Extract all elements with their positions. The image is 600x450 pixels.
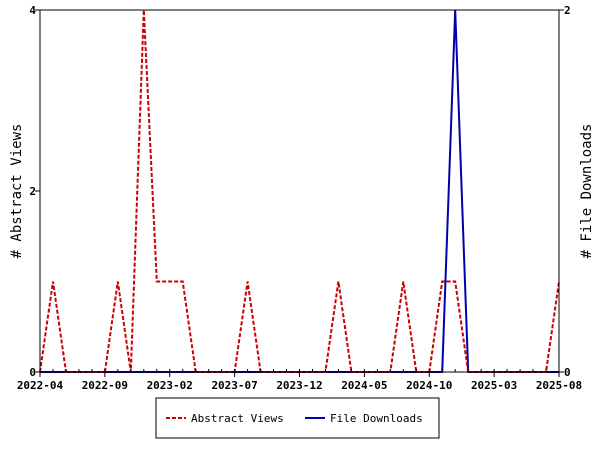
x-tick-label: 2023-07 xyxy=(211,379,257,392)
series-layer xyxy=(39,9,560,373)
y-left-tick-label: 2 xyxy=(29,185,36,198)
legend-label-file-downloads: File Downloads xyxy=(330,412,423,425)
x-tick-label: 2024-10 xyxy=(406,379,452,392)
y-left-tick-label: 4 xyxy=(29,4,36,17)
x-tick-label: 2025-03 xyxy=(471,379,517,392)
legend-box xyxy=(155,397,440,439)
x-tick-label: 2022-04 xyxy=(17,379,64,392)
legend-label-abstract-views: Abstract Views xyxy=(191,412,284,425)
y-right-axis-title: # File Downloads xyxy=(579,124,595,259)
plot-frame xyxy=(39,9,560,373)
x-tick-label: 2023-02 xyxy=(147,379,193,392)
x-tick-label: 2024-05 xyxy=(341,379,387,392)
y-left-tick-label: 0 xyxy=(29,366,36,379)
legend: Abstract Views File Downloads xyxy=(155,397,440,439)
series-line-file-downloads xyxy=(40,9,559,373)
y-right-tick-label: 2 xyxy=(564,4,571,17)
y-left-axis-title: # Abstract Views xyxy=(9,124,25,259)
y-right-tick-label: 0 xyxy=(564,366,571,379)
x-tick-label: 2025-08 xyxy=(536,379,582,392)
label-layer: 2022-04 2022-09 2023-02 2023-07 2023-12 2024-… xyxy=(17,4,582,392)
x-tick-label: 2022-09 xyxy=(82,379,128,392)
tick-layer xyxy=(35,9,564,377)
x-tick-label: 2023-12 xyxy=(276,379,322,392)
series-line-abstract-views xyxy=(39,9,560,373)
